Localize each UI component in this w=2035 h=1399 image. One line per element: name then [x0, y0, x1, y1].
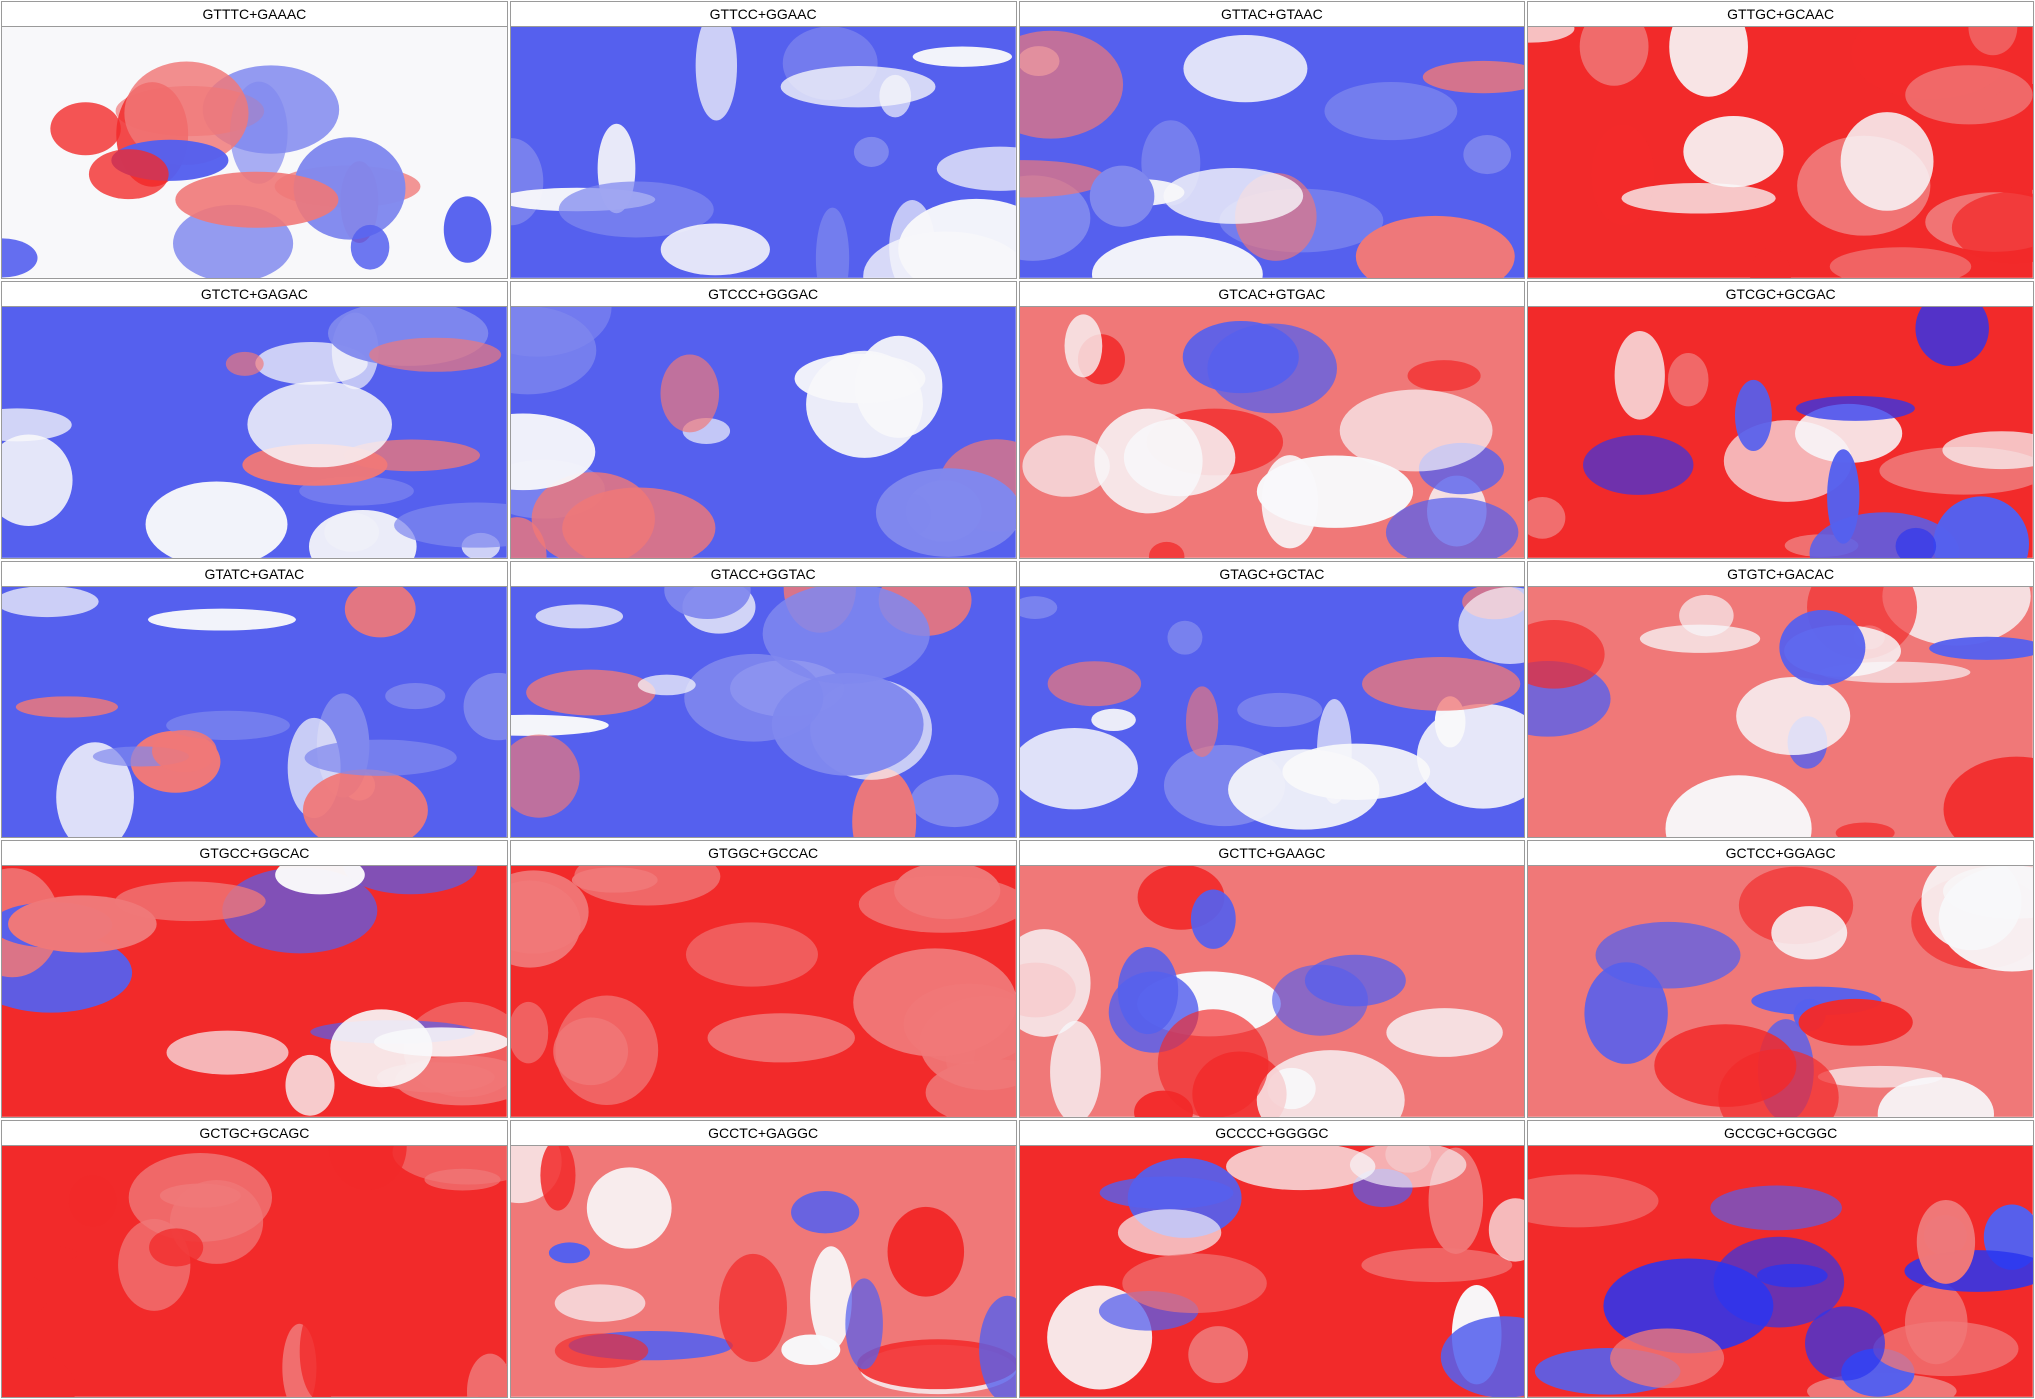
panel-image: [2, 27, 507, 278]
panel-image: [510, 586, 1016, 838]
panel-label: GTTTC+GAAAC: [2, 2, 507, 27]
panel: GCCCC+GGGGC: [1018, 1120, 1526, 1398]
panel-image: [1528, 586, 2033, 838]
panel-image: [510, 866, 1016, 1118]
panel-image: [510, 1146, 1016, 1397]
panel-label: GTGTC+GACAC: [1528, 562, 2033, 587]
panel-label: GTCCC+GGGAC: [510, 282, 1016, 307]
panel-image: [1528, 306, 2033, 558]
panel: GTTAC+GTAAC: [1018, 1, 1526, 279]
panel-image: [1528, 27, 2033, 278]
panel-image: [510, 306, 1016, 558]
panel-image: [1019, 306, 1525, 558]
panel-image: [2, 586, 507, 838]
panel: GTTTC+GAAAC: [1, 1, 508, 279]
panel-label: GTTAC+GTAAC: [1019, 2, 1525, 27]
panel: GTCTC+GAGAC: [1, 280, 508, 559]
panel-image: [2, 866, 507, 1118]
panel-label: GTACC+GGTAC: [510, 562, 1016, 587]
panel: GTCGC+GCGAC: [1527, 280, 2034, 559]
panel-label: GTTGC+GCAAC: [1528, 2, 2033, 27]
panel: GCTTC+GAAGC: [1018, 840, 1526, 1119]
panel: GTAGC+GCTAC: [1018, 560, 1526, 839]
panel-label: GTGCC+GGCAC: [2, 841, 507, 867]
panel-label: GTTCC+GGAAC: [510, 2, 1016, 27]
panel: GCTGC+GCAGC: [1, 1120, 508, 1398]
panel-image: [1019, 866, 1525, 1118]
panel-label: GTCGC+GCGAC: [1528, 282, 2033, 307]
panel-image: [2, 1146, 507, 1397]
panel-image: [1528, 1146, 2033, 1397]
panel-label: GTAGC+GCTAC: [1019, 562, 1525, 587]
panel-image: [1528, 866, 2033, 1118]
panel-image: [510, 27, 1016, 278]
panel: GTACC+GGTAC: [509, 560, 1017, 839]
panel-label: GTGGC+GCCAC: [510, 841, 1016, 867]
panel-image: [2, 306, 507, 558]
panel: GTCAC+GTGAC: [1018, 280, 1526, 559]
panel-label: GCCCC+GGGGC: [1019, 1121, 1525, 1147]
panel-label: GTCAC+GTGAC: [1019, 282, 1525, 307]
panel: GTCCC+GGGAC: [509, 280, 1017, 559]
panel: GCCTC+GAGGC: [509, 1120, 1017, 1398]
panel: GCTCC+GGAGC: [1527, 840, 2034, 1119]
panel-label: GTATC+GATAC: [2, 562, 507, 587]
panel: GTGCC+GGCAC: [1, 840, 508, 1119]
panel: GTATC+GATAC: [1, 560, 508, 839]
panel: GTGGC+GCCAC: [509, 840, 1017, 1119]
panel-label: GCCTC+GAGGC: [510, 1121, 1016, 1147]
panel-image: [1019, 27, 1525, 278]
panel-label: GCTCC+GGAGC: [1528, 841, 2033, 867]
panel: GTTCC+GGAAC: [509, 1, 1017, 279]
panel-label: GCTTC+GAAGC: [1019, 841, 1525, 867]
panel-label: GCTGC+GCAGC: [2, 1121, 507, 1147]
panel-label: GTCTC+GAGAC: [2, 282, 507, 307]
panel-image: [1019, 1146, 1525, 1397]
panel-image: [1019, 586, 1525, 838]
panel: GCCGC+GCGGC: [1527, 1120, 2034, 1398]
panel: GTTGC+GCAAC: [1527, 1, 2034, 279]
panel-label: GCCGC+GCGGC: [1528, 1121, 2033, 1147]
panel: GTGTC+GACAC: [1527, 560, 2034, 839]
